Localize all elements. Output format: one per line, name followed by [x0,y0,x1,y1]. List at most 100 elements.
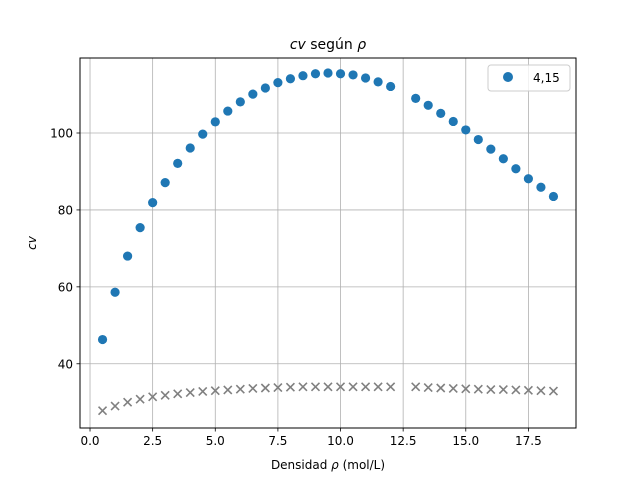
y-tick-label: 60 [58,280,73,294]
data-point-series-2 [160,390,170,400]
x-tick-label: 10.0 [327,434,354,448]
data-point-series-1 [198,129,208,139]
data-point-series-2 [361,382,371,392]
x-tick-label: 7.5 [268,434,287,448]
data-point-series-2 [97,406,108,416]
data-point-series-2 [123,397,133,407]
data-point-series-1 [185,143,195,153]
data-point-series-1 [386,81,396,92]
x-tick-label: 12.5 [390,434,417,448]
data-point-series-2 [335,382,346,392]
data-point-series-1 [360,73,371,83]
data-point-series-2 [110,401,120,411]
data-point-series-2 [185,388,195,398]
data-point-series-2 [310,382,321,392]
data-point-series-1 [436,108,446,118]
data-point-series-1 [97,334,108,345]
data-point-series-1 [310,69,321,79]
chart-title: cv según ρ [290,37,366,53]
data-point-series-2 [436,383,446,393]
data-point-series-1 [323,68,333,78]
data-point-series-1 [210,117,220,127]
data-point-series-1 [248,89,258,99]
data-point-series-1 [160,178,170,188]
data-point-series-2 [386,382,396,392]
x-axis-label-unit: (mol/L) [339,458,385,472]
data-point-series-2 [548,386,559,396]
data-point-series-1 [536,182,546,192]
data-point-series-1 [448,116,458,127]
y-tick-label: 40 [58,357,73,371]
x-tick-label: 5.0 [206,434,225,448]
legend-label: 4,15 [533,71,560,85]
y-tick-label: 80 [58,203,73,217]
data-point-series-2 [235,384,245,394]
x-axis-label-symbol: ρ [331,458,339,472]
legend-box [487,64,571,92]
data-point-series-1 [273,78,283,88]
x-tick-label: 0.0 [80,434,99,448]
data-point-series-1 [135,223,145,233]
data-point-series-2 [348,382,358,392]
data-point-series-1 [523,174,534,184]
data-point-series-2 [498,384,508,395]
data-point-series-1 [473,134,483,145]
data-point-series-1 [285,74,296,84]
data-point-series-2 [448,383,458,393]
data-point-series-1 [173,158,183,168]
data-point-series-2 [198,386,208,397]
title-connector: según [306,37,357,53]
title-variable: cv [290,37,307,53]
data-point-series-2 [523,385,533,395]
data-point-series-1 [335,69,346,79]
data-point-series-1 [122,251,133,261]
plot-frame [79,57,577,429]
y-tick-label: 100 [50,127,73,141]
data-point-series-2 [298,382,308,392]
data-point-series-2 [423,383,433,393]
data-point-series-2 [148,392,158,402]
data-point-series-1 [461,125,471,135]
data-point-series-2 [173,389,183,399]
legend: 4,15 [487,64,571,92]
x-tick-label: 17.5 [515,434,542,448]
data-point-series-1 [110,287,120,297]
data-point-series-2 [461,384,471,394]
data-points [97,68,559,416]
data-point-series-1 [548,191,559,202]
data-point-series-2 [511,385,521,395]
data-point-series-1 [486,144,496,154]
data-point-series-1 [348,70,358,80]
x-tick-label: 15.0 [452,434,479,448]
data-point-series-2 [260,383,270,393]
data-point-series-1 [260,83,270,93]
data-point-series-2 [373,382,383,392]
data-point-series-2 [135,394,145,404]
legend-marker [503,72,513,82]
data-point-series-1 [298,71,308,81]
data-point-series-1 [373,77,383,87]
data-point-series-2 [210,386,220,396]
data-point-series-2 [473,384,483,394]
data-point-series-2 [273,383,283,393]
data-point-series-2 [223,385,233,395]
x-axis-label-text: Densidad [271,458,331,472]
data-point-series-1 [235,97,245,107]
data-point-series-1 [498,154,508,164]
data-point-series-1 [148,198,158,208]
data-point-series-2 [486,384,496,395]
data-point-series-1 [223,106,233,116]
data-point-series-2 [536,386,546,396]
data-point-series-2 [285,382,295,392]
x-axis-label: Densidad ρ (mol/L) [271,458,385,472]
data-point-series-1 [423,100,433,110]
axis-ticks: 0.0 2.5 5.0 7.5 10.0 12.5 15.0 17.5 40 60 80 100 [50,127,542,449]
data-point-series-2 [411,382,421,392]
data-point-series-1 [411,93,421,103]
data-point-series-2 [323,382,333,392]
y-axis-label: cv [25,235,39,250]
x-tick-label: 2.5 [143,434,162,448]
data-point-series-1 [511,164,521,174]
data-point-series-2 [248,383,258,393]
